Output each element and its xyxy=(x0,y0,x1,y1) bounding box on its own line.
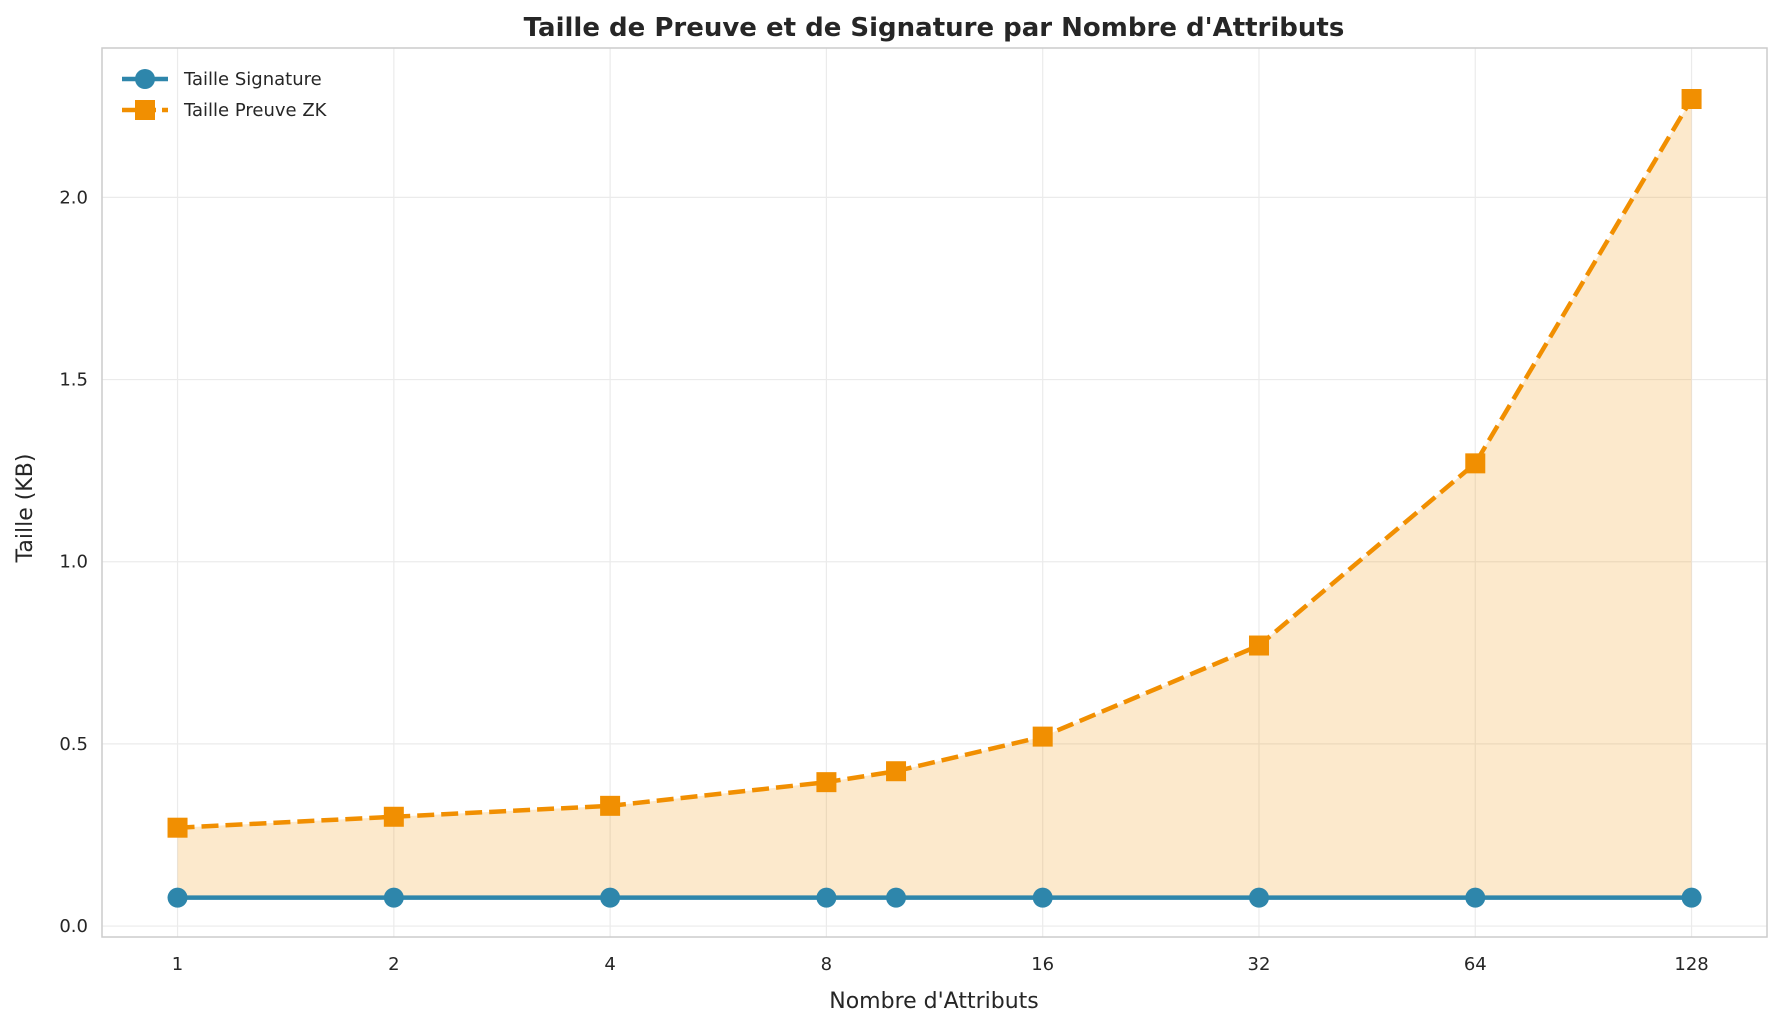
y-tick-label: 1.0 xyxy=(59,552,88,573)
x-axis-label: Nombre d'Attributs xyxy=(829,989,1038,1014)
fill-between-area xyxy=(177,99,1692,898)
chart-title: Taille de Preuve et de Signature par Nom… xyxy=(524,13,1345,43)
x-tick-label: 128 xyxy=(1674,954,1708,975)
legend-zk-proof-marker xyxy=(135,100,155,120)
x-tick-label: 4 xyxy=(604,954,615,975)
zk-proof-series-point xyxy=(1681,89,1702,110)
zk-proof-series-point xyxy=(1032,726,1053,747)
x-tick-label: 64 xyxy=(1464,954,1487,975)
signature-series-point xyxy=(383,887,404,908)
signature-series-point xyxy=(886,887,907,908)
signature-series-point xyxy=(167,887,188,908)
y-tick-label: 0.5 xyxy=(59,734,88,755)
x-tick-label: 16 xyxy=(1031,954,1054,975)
y-tick-label: 1.5 xyxy=(59,370,88,391)
axes-frame xyxy=(101,47,1768,938)
signature-series-point xyxy=(1465,887,1486,908)
legend: Taille Signature Taille Preuve ZK xyxy=(122,69,328,121)
zk-proof-series-point xyxy=(1465,453,1486,474)
zk-proof-series-point xyxy=(167,817,188,838)
legend-zk-proof-label: Taille Preuve ZK xyxy=(183,100,328,121)
legend-signature-marker xyxy=(135,69,155,89)
zk-proof-series-point xyxy=(816,772,837,793)
zk-proof-series-point xyxy=(886,761,907,782)
plot-area: 1 2 4 8 16 32 64 128 0.0 0.5 1.0 1.5 2.0 xyxy=(59,47,1768,975)
x-tick-label: 2 xyxy=(388,954,399,975)
signature-series-point xyxy=(816,887,837,908)
legend-signature-label: Taille Signature xyxy=(183,69,322,90)
y-tick-label: 2.0 xyxy=(59,187,88,208)
y-tick-label: 0.0 xyxy=(59,916,88,937)
zk-proof-series-point xyxy=(383,806,404,827)
x-tick-label: 8 xyxy=(821,954,832,975)
signature-series-point xyxy=(1248,887,1269,908)
signature-series-point xyxy=(1681,887,1702,908)
x-tick-label: 32 xyxy=(1248,954,1271,975)
zk-proof-series-point xyxy=(1248,635,1269,656)
x-tick-label: 1 xyxy=(172,954,183,975)
signature-series-point xyxy=(600,887,621,908)
signature-series-point xyxy=(1032,887,1053,908)
zk-proof-series-point xyxy=(600,795,621,816)
y-axis-label: Taille (KB) xyxy=(13,454,38,564)
